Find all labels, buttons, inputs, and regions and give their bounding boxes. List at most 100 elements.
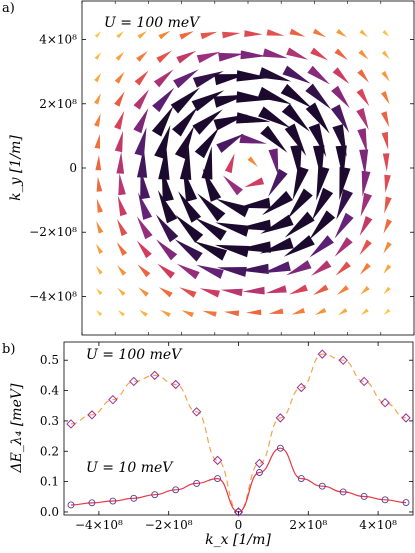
vector-arrow-193 — [381, 70, 390, 82]
vector-arrow-108 — [236, 91, 271, 103]
series-1-point-13 — [339, 488, 347, 496]
vector-arrow-195 — [382, 30, 390, 37]
panel-b-ytick-label-5: 0.5 — [40, 353, 59, 367]
vector-arrow-165 — [332, 67, 350, 84]
panel-b-plot — [66, 349, 411, 517]
series-0-point-5 — [170, 379, 181, 390]
vector-arrow-157 — [334, 237, 353, 257]
vector-arrow-4 — [96, 221, 104, 234]
vector-arrow-176 — [357, 128, 368, 154]
vector-arrow-184 — [383, 264, 392, 274]
vector-arrow-170 — [359, 262, 371, 275]
vector-arrow-99 — [242, 286, 265, 295]
panel-b-label: b) — [2, 342, 15, 357]
series-line-0 — [70, 353, 407, 513]
series-1-point-6 — [193, 479, 201, 487]
vector-arrow-162 — [332, 124, 347, 157]
vector-arrow-90 — [223, 175, 243, 196]
vector-arrow-54 — [156, 50, 172, 63]
vector-arrow-168 — [361, 308, 369, 316]
vector-arrow-31 — [136, 240, 152, 259]
vector-arrow-23 — [114, 110, 125, 130]
vector-arrow-87 — [214, 244, 250, 258]
vector-arrow-70 — [202, 310, 217, 317]
vector-arrow-27 — [116, 31, 124, 39]
series-1-point-15 — [381, 496, 389, 504]
vector-arrow-135 — [281, 103, 310, 132]
vector-arrow-65 — [172, 106, 198, 137]
vector-arrow-105 — [247, 156, 258, 167]
vector-arrow-156 — [335, 261, 351, 276]
vector-arrow-123 — [258, 67, 292, 82]
series-0-point-4 — [150, 370, 160, 381]
vector-arrow-136 — [280, 83, 312, 108]
vector-arrow-155 — [336, 285, 349, 295]
panel-a: 4×10⁸ 2×10⁸ 0 −2×10⁸ −4×10⁸ U = 100 meV k_y … — [8, 0, 415, 336]
vector-arrow-97 — [222, 31, 241, 39]
series-1-point-7 — [214, 475, 222, 483]
vector-arrow-146 — [316, 166, 330, 201]
vector-arrow-83 — [200, 31, 218, 40]
panel-a-ytick-label-1: 2×10⁸ — [39, 97, 77, 111]
series-1-point-0 — [67, 501, 75, 509]
vector-arrow-51 — [151, 105, 174, 137]
vector-arrow-167 — [336, 29, 347, 38]
vector-arrow-68 — [176, 50, 197, 64]
vector-arrow-7 — [95, 155, 102, 171]
vector-arrow-66 — [170, 87, 200, 114]
series-1-point-2 — [109, 497, 117, 505]
vector-arrow-142 — [311, 260, 332, 276]
vector-arrow-16 — [117, 265, 127, 276]
vector-arrow-185 — [383, 241, 392, 254]
panel-a-ylabel: k_y [1/m] — [8, 135, 24, 201]
series-1-point-10 — [276, 444, 284, 452]
vector-arrow-80 — [191, 90, 225, 112]
vector-arrow-35 — [137, 147, 148, 178]
vector-arrow-119 — [268, 148, 279, 176]
vector-arrow-171 — [359, 239, 372, 256]
vector-arrow-77 — [201, 146, 213, 180]
vector-arrow-169 — [360, 285, 370, 295]
vector-arrow-17 — [116, 242, 128, 256]
vector-arrow-145 — [312, 187, 334, 221]
panel-b-ticks: 0.0 0.1 0.2 0.3 0.4 0.5 −4×10⁸ −2×10⁸ 0 2×10⁸ 4×10… — [40, 342, 413, 532]
vector-arrow-26 — [115, 51, 125, 61]
vector-arrow-172 — [359, 216, 373, 236]
vector-arrow-129 — [283, 235, 315, 257]
vector-arrow-92 — [216, 133, 245, 153]
vector-arrow-61 — [178, 191, 202, 223]
series-0-point-10 — [275, 413, 286, 423]
vector-arrow-101 — [236, 241, 271, 253]
vector-arrow-44 — [157, 263, 175, 279]
vector-arrow-190 — [381, 131, 389, 150]
vector-arrow-28 — [139, 309, 148, 317]
vector-arrow-179 — [357, 69, 370, 83]
vector-arrow-89 — [215, 198, 250, 218]
series-1-point-11 — [297, 475, 305, 483]
vector-arrow-100 — [238, 263, 269, 274]
panel-b-ytick-label-0: 0.0 — [40, 505, 59, 519]
vector-arrow-133 — [290, 145, 302, 180]
vector-arrow-40 — [136, 51, 148, 62]
vector-arrow-86 — [216, 267, 247, 277]
vector-arrow-12 — [94, 52, 102, 60]
vector-arrow-67 — [173, 69, 199, 89]
panel-a-ytick-label-4: −4×10⁸ — [29, 289, 77, 303]
panel-b-xlabel: k_x [1/m] — [205, 532, 271, 548]
vector-arrow-103 — [237, 197, 271, 209]
vector-arrow-132 — [292, 166, 309, 201]
series-0-point-12 — [317, 349, 327, 359]
panel-a-ytick-label-2: 0 — [69, 161, 77, 175]
series-1-point-3 — [130, 494, 138, 502]
vector-arrow-38 — [133, 89, 150, 110]
vector-arrow-139 — [289, 28, 306, 37]
vector-arrow-116 — [260, 214, 294, 234]
panel-a-ticks: 4×10⁸ 2×10⁸ 0 −2×10⁸ −4×10⁸ — [29, 1, 415, 335]
panel-a-label: a) — [2, 1, 15, 16]
vector-arrow-158 — [334, 212, 354, 239]
vector-arrow-72 — [196, 264, 224, 279]
series-0-point-3 — [129, 376, 139, 387]
vector-arrow-118 — [268, 168, 288, 197]
vector-arrow-102 — [236, 219, 272, 231]
